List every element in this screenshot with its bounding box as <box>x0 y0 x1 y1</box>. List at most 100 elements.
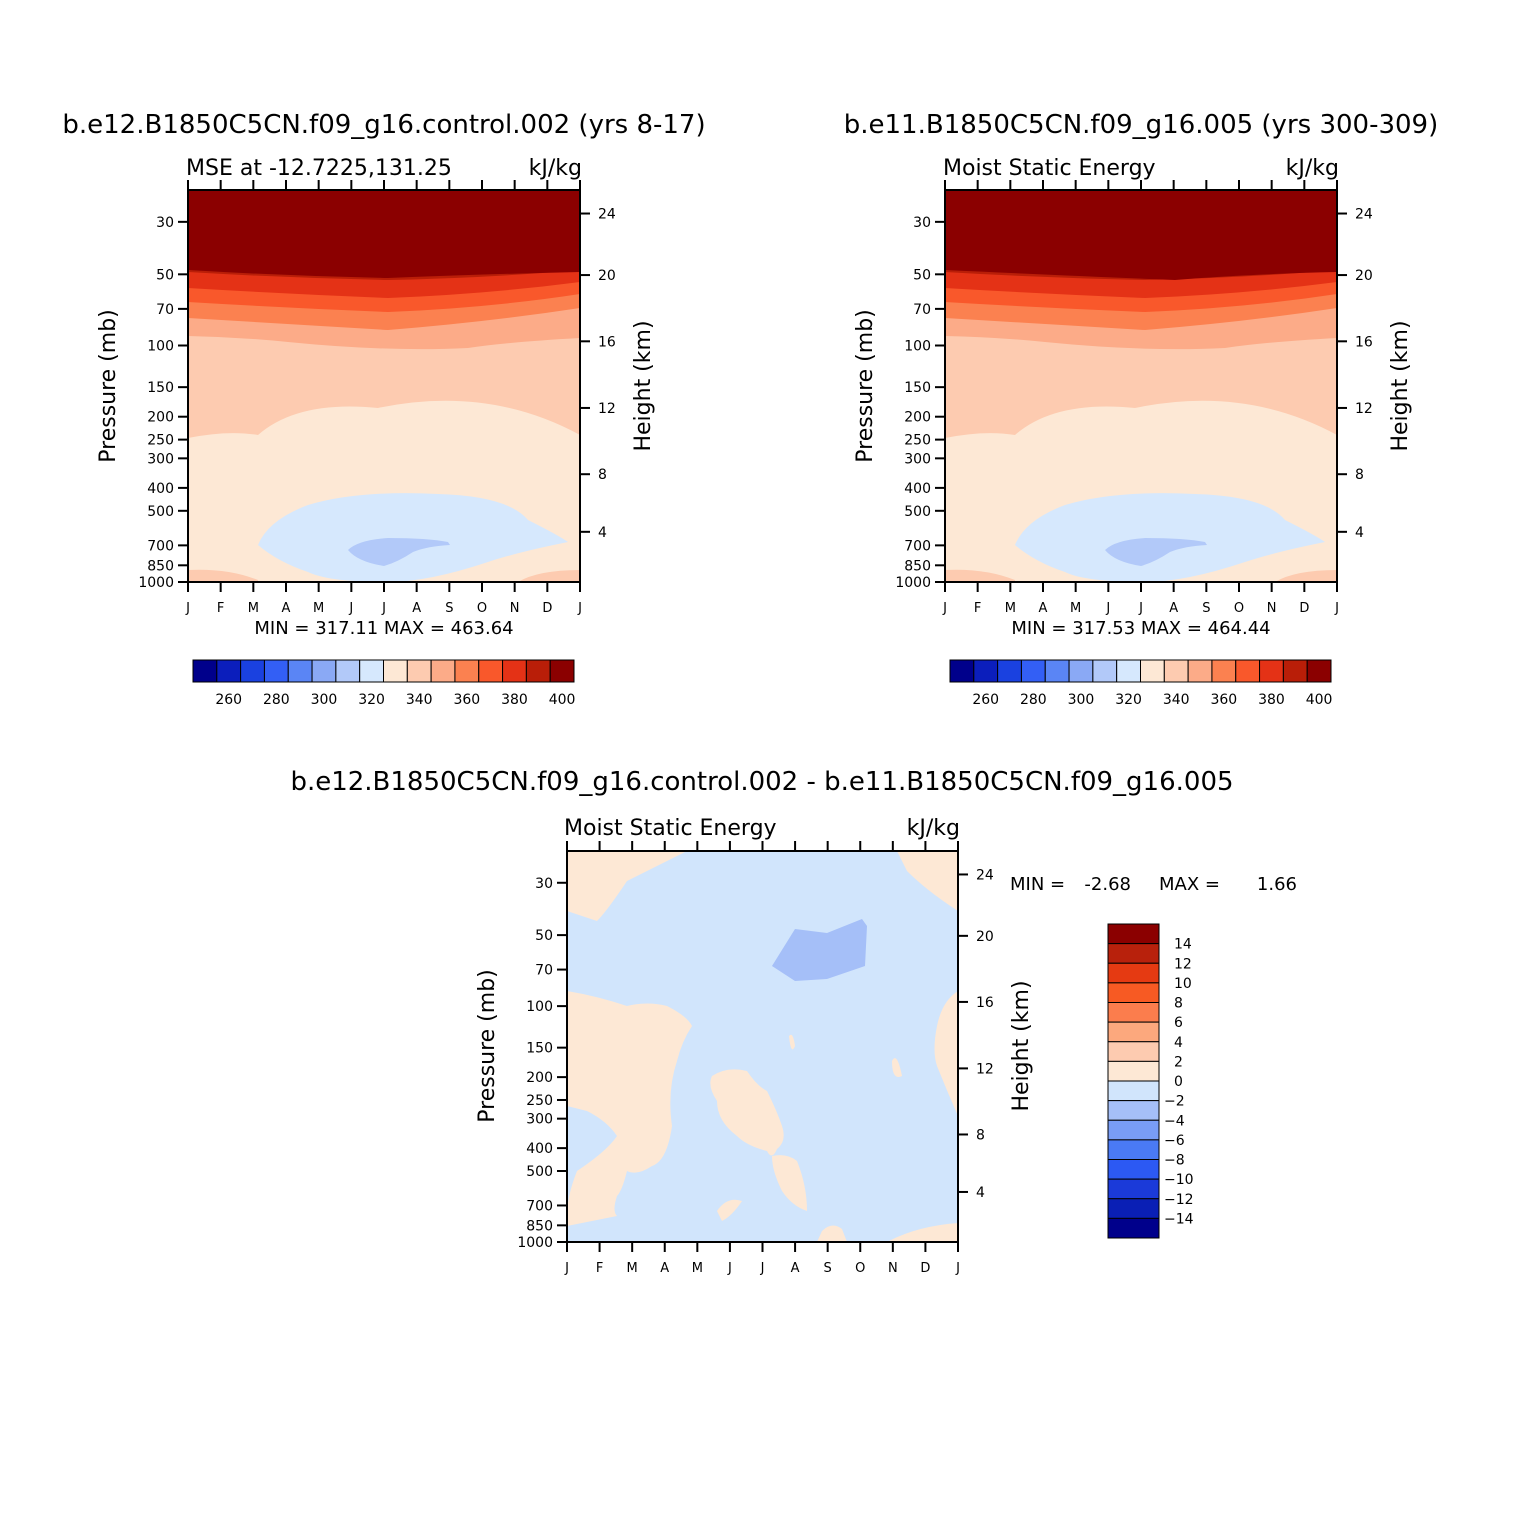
colorbar-swatch <box>1211 659 1237 683</box>
colorbar-swatch <box>216 659 242 683</box>
y-tick-label: 850 <box>526 1218 553 1234</box>
contour-0-2 <box>817 1225 847 1242</box>
colorbar-label: 280 <box>263 692 290 708</box>
plot-area <box>187 189 581 583</box>
colorbar-label: 4 <box>1174 1035 1183 1051</box>
contour-0-2 <box>789 1034 795 1050</box>
y-tick-label: 300 <box>526 1112 553 1128</box>
colorbar-swatch <box>1107 1139 1160 1160</box>
colorbar-swatch <box>1187 659 1213 683</box>
x-tick-label: D <box>542 601 552 616</box>
x-tick-label: J <box>381 601 386 616</box>
x-tick-label: D <box>1299 601 1309 616</box>
contour-0-2 <box>897 851 958 911</box>
colorbar-swatch <box>1107 943 1160 964</box>
colorbar-swatch <box>997 659 1022 683</box>
min-max-stats: MIN = 317.53 MAX = 464.44 <box>1011 618 1270 639</box>
y-axis-label-right: Height (km) <box>1388 320 1413 451</box>
y-right-tick-label: 16 <box>1355 334 1373 350</box>
colorbar-label: 360 <box>1210 692 1237 708</box>
colorbar-swatch <box>478 659 504 683</box>
left-string: Moist Static Energy <box>564 816 777 841</box>
colorbar-swatch <box>1107 1041 1160 1062</box>
colorbar-swatch <box>359 659 384 683</box>
y-tick-label: 30 <box>913 215 931 231</box>
y-tick-label: 70 <box>535 963 553 979</box>
colorbar-label: −12 <box>1164 1192 1194 1208</box>
contour-0-2 <box>566 991 692 1226</box>
contour-300-320 <box>348 538 450 566</box>
min-max-stats: MIN = 317.11 MAX = 463.64 <box>254 618 513 639</box>
y-tick-label: 70 <box>156 302 174 318</box>
y-right-tick-label: 12 <box>976 1061 994 1077</box>
colorbar-swatch <box>1107 1100 1160 1121</box>
y-tick-label: 100 <box>526 999 553 1015</box>
contour-0-2 <box>892 1058 902 1077</box>
y-tick-label: 700 <box>526 1198 553 1214</box>
x-tick-label: M <box>627 1261 638 1276</box>
x-tick-label: A <box>791 1261 800 1276</box>
x-tick-label: F <box>217 601 224 616</box>
plot-area <box>944 189 1338 583</box>
colorbar-label: 260 <box>972 692 999 708</box>
y-tick-label: 30 <box>156 215 174 231</box>
colorbar-label: 380 <box>1258 692 1285 708</box>
colorbar-label: 2 <box>1174 1054 1183 1070</box>
x-tick-label: S <box>1202 601 1210 616</box>
colorbar-swatch <box>1259 659 1284 683</box>
y-tick-label: 250 <box>147 433 174 449</box>
y-tick-label: 150 <box>526 1041 553 1057</box>
colorbar-label: 320 <box>358 692 385 708</box>
y-tick-label: 50 <box>535 928 553 944</box>
y-axis-label: Pressure (mb) <box>475 969 500 1123</box>
x-tick-label: O <box>1234 601 1244 616</box>
x-tick-label: F <box>596 1261 603 1276</box>
x-tick-label: N <box>1267 601 1277 616</box>
y-tick-label: 200 <box>526 1070 553 1086</box>
colorbar-swatch <box>502 659 527 683</box>
colorbar-label: 10 <box>1174 976 1192 992</box>
x-tick-label: A <box>282 601 291 616</box>
axes-layer: 3050701001502002503004005007008501000242… <box>138 180 1373 1276</box>
colorbar-swatch <box>949 659 975 683</box>
colorbar-swatch <box>454 659 480 683</box>
contour-max <box>188 190 580 278</box>
colorbar-label: 260 <box>215 692 242 708</box>
colorbar-swatch <box>1107 923 1160 945</box>
colorbar-label: 320 <box>1115 692 1142 708</box>
panel-title: b.e12.B1850C5CN.f09_g16.control.002 - b.… <box>290 767 1233 797</box>
colorbar-swatch <box>973 659 999 683</box>
y-right-tick-label: 16 <box>976 995 994 1011</box>
colorbar-swatch <box>549 659 575 683</box>
colorbar-label: 0 <box>1174 1074 1183 1090</box>
colorbar-label: 340 <box>406 692 433 708</box>
y-right-tick-label: 8 <box>598 467 607 483</box>
colorbar-label: 6 <box>1174 1015 1183 1031</box>
y-tick-label: 100 <box>904 339 931 355</box>
panel-title: b.e12.B1850C5CN.f09_g16.control.002 (yrs… <box>62 110 705 140</box>
units-label: kJ/kg <box>1286 156 1339 181</box>
colorbar-swatch <box>1107 1198 1160 1219</box>
min-label: MIN = <box>1010 874 1065 895</box>
colorbar-swatch <box>1107 1060 1160 1082</box>
y-tick-label: 250 <box>526 1093 553 1109</box>
colorbar-swatch <box>406 659 432 683</box>
colorbar-swatch <box>1282 659 1308 683</box>
y-tick-label: 850 <box>904 558 931 574</box>
colorbar-swatch <box>192 659 218 683</box>
contour-0-2 <box>710 1069 784 1156</box>
x-tick-label: A <box>1169 601 1178 616</box>
colorbar-swatch <box>263 659 289 683</box>
y-right-tick-label: 4 <box>976 1185 985 1201</box>
x-tick-label: J <box>727 1261 732 1276</box>
contour-320-340 <box>1015 493 1325 582</box>
colorbar-swatch <box>1020 659 1046 683</box>
left-string: MSE at -12.7225,131.25 <box>186 156 452 181</box>
x-tick-label: J <box>564 1261 569 1276</box>
contour-320-340 <box>258 493 568 582</box>
max-label: MAX = <box>1159 874 1220 895</box>
colorbar-label: 280 <box>1020 692 1047 708</box>
y-tick-label: 400 <box>526 1141 553 1157</box>
y-tick-label: 500 <box>147 504 174 520</box>
colorbar-swatch <box>335 659 361 683</box>
